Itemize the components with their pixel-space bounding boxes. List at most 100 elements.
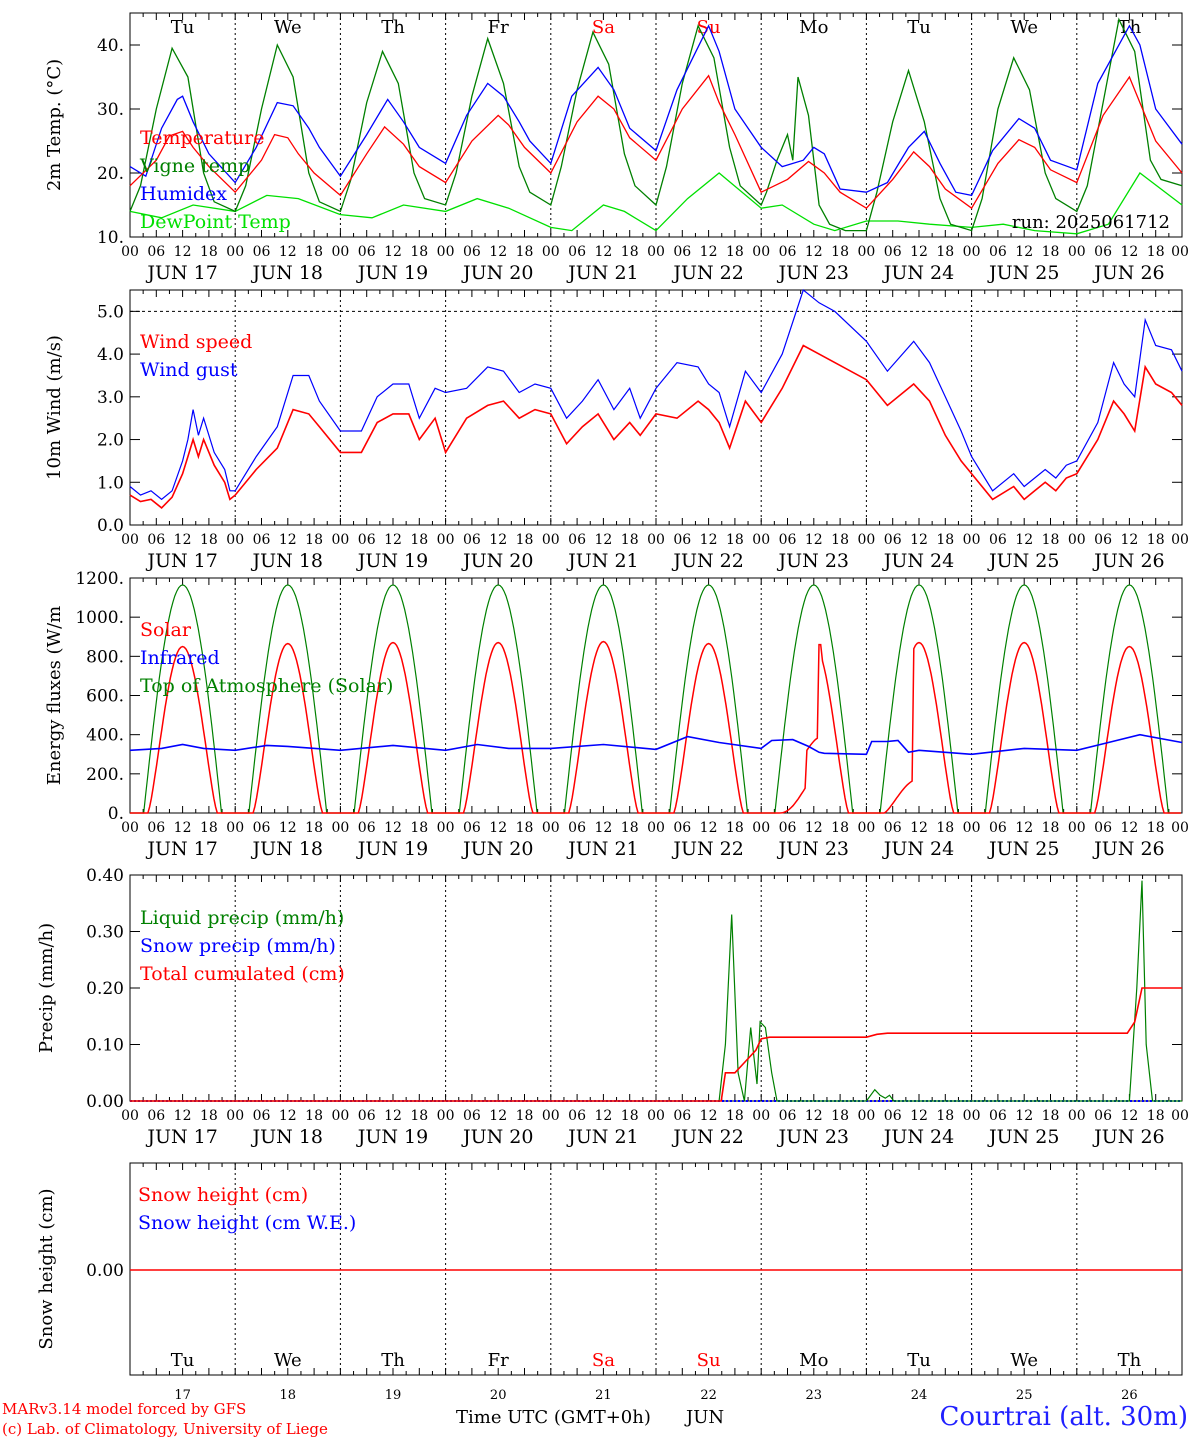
day-number-label: 25 (1016, 1388, 1033, 1403)
hour-tick-label: 00 (857, 244, 875, 260)
hour-tick-label: 12 (279, 820, 297, 836)
hour-tick-label: 18 (516, 532, 534, 548)
date-label: JUN 19 (356, 838, 428, 860)
station-label: Courtrai (alt. 30m) (939, 1402, 1189, 1432)
hour-tick-label: 06 (358, 820, 376, 836)
hour-tick-label: 12 (489, 532, 507, 548)
y-tick-label: 1000. (75, 608, 124, 628)
hour-tick-label: 06 (147, 244, 165, 260)
weekday-label: Sa (592, 17, 615, 38)
y-tick-label: 4.0 (97, 345, 124, 365)
date-label: JUN 24 (882, 838, 954, 860)
hour-tick-label: 00 (1068, 820, 1086, 836)
panel-4: 0.00 0.10 0.20 0.30 0.40 Precip (mm/h) 00 06 12 1… (36, 866, 1189, 1148)
hour-tick-label: 06 (673, 244, 691, 260)
y-axis-label: Snow height (cm) (36, 1188, 57, 1349)
date-label: JUN 22 (671, 1126, 743, 1148)
hour-tick-label: 06 (884, 1108, 902, 1124)
hour-tick-label: 18 (726, 820, 744, 836)
hour-tick-label: 18 (305, 820, 323, 836)
weekday-label: Fr (488, 17, 509, 38)
date-label: JUN 17 (145, 1126, 217, 1148)
y-tick-label: 30. (97, 100, 124, 120)
hour-tick-label: 12 (1120, 532, 1138, 548)
hour-tick-label: 06 (568, 244, 586, 260)
day-number-label: 17 (174, 1388, 191, 1403)
panel-2: 0.0 1.0 2.0 3.0 4.0 5.0 10m Wind (m/s) 00 06 12 18… (44, 288, 1189, 572)
y-tick-label: 0.00 (86, 1092, 124, 1112)
hour-tick-label: 12 (1015, 820, 1033, 836)
day-number-label: 24 (911, 1388, 928, 1403)
hour-tick-label: 18 (410, 532, 428, 548)
hour-tick-label: 06 (463, 244, 481, 260)
weekday-label: Tu (907, 17, 931, 38)
date-label: JUN 20 (461, 838, 533, 860)
hour-tick-label: 12 (805, 820, 823, 836)
y-tick-label: 20. (97, 164, 124, 184)
legend-entry: Wind speed (140, 331, 252, 353)
hour-tick-label: 00 (857, 1108, 875, 1124)
hour-tick-label: 06 (253, 244, 271, 260)
hour-tick-label: 00 (963, 244, 981, 260)
y-tick-label: 1.0 (97, 473, 124, 493)
y-tick-label: 2.0 (97, 431, 124, 451)
panel-1: 10.20.30.40.2m Temp. (°C)Tu We Th Fr Sa Su Mo T… (44, 12, 1189, 284)
hour-tick-label: 18 (410, 244, 428, 260)
y-tick-label: 0.10 (86, 1036, 124, 1056)
series-line-total-cumulated (130, 987, 1182, 1102)
copyright-credit: (c) Lab. of Climatology, University of L… (2, 1420, 328, 1438)
hour-tick-label: 18 (516, 1108, 534, 1124)
date-label: JUN 26 (1092, 550, 1164, 572)
hour-tick-label: 12 (279, 532, 297, 548)
hour-tick-label: 12 (279, 1108, 297, 1124)
hour-tick-label: 00 (437, 532, 455, 548)
hour-tick-label: 18 (1042, 532, 1060, 548)
day-number-label: 23 (806, 1388, 823, 1403)
hour-tick-label: 00 (1171, 1108, 1189, 1124)
hour-tick-label: 00 (752, 532, 770, 548)
date-label: JUN 19 (356, 1126, 428, 1148)
date-label: JUN 22 (671, 838, 743, 860)
hour-tick-label: 18 (1147, 1108, 1165, 1124)
weekday-label: Th (381, 17, 405, 38)
hour-tick-label: 00 (542, 1108, 560, 1124)
hour-tick-label: 06 (253, 1108, 271, 1124)
hour-tick-label: 06 (989, 532, 1007, 548)
hour-tick-label: 18 (831, 532, 849, 548)
weekday-label: We (274, 1350, 302, 1371)
hour-tick-label: 06 (358, 532, 376, 548)
y-tick-label: 0.30 (86, 923, 124, 943)
model-credit: MARv3.14 model forced by GFS (2, 1400, 247, 1418)
hour-tick-label: 18 (1042, 244, 1060, 260)
date-label: JUN 26 (1092, 262, 1164, 284)
hour-tick-label: 00 (542, 532, 560, 548)
hour-tick-label: 12 (700, 1108, 718, 1124)
date-label: JUN 24 (882, 1126, 954, 1148)
hour-tick-label: 06 (779, 244, 797, 260)
hour-tick-label: 18 (621, 244, 639, 260)
hour-tick-label: 12 (1120, 244, 1138, 260)
date-label: JUN 20 (461, 262, 533, 284)
date-label: JUN 24 (882, 550, 954, 572)
series-line-top-of-atmosphere (130, 584, 1181, 814)
date-label: JUN 25 (987, 262, 1059, 284)
hour-tick-label: 18 (1147, 820, 1165, 836)
hour-tick-label: 06 (1094, 244, 1112, 260)
weekday-label: We (1010, 17, 1038, 38)
hour-tick-label: 06 (463, 532, 481, 548)
hour-tick-label: 00 (226, 1108, 244, 1124)
hour-tick-label: 18 (621, 532, 639, 548)
hour-tick-label: 12 (910, 244, 928, 260)
date-label: JUN 23 (777, 262, 849, 284)
hour-tick-label: 12 (805, 1108, 823, 1124)
weekday-label: We (1010, 1350, 1038, 1371)
date-label: JUN 19 (356, 262, 428, 284)
hour-tick-label: 18 (936, 244, 954, 260)
series-line-wind-speed (129, 344, 1183, 509)
weekday-label: Sa (592, 1350, 615, 1371)
hour-tick-label: 18 (1147, 532, 1165, 548)
date-label: JUN 21 (566, 838, 638, 860)
day-number-label: 26 (1121, 1388, 1138, 1403)
weekday-label: Su (697, 1350, 721, 1371)
hour-tick-label: 00 (226, 244, 244, 260)
